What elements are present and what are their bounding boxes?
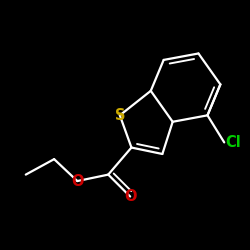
Text: Cl: Cl <box>226 135 241 150</box>
Text: S: S <box>114 108 125 123</box>
Text: O: O <box>124 189 136 204</box>
Text: O: O <box>71 174 84 188</box>
